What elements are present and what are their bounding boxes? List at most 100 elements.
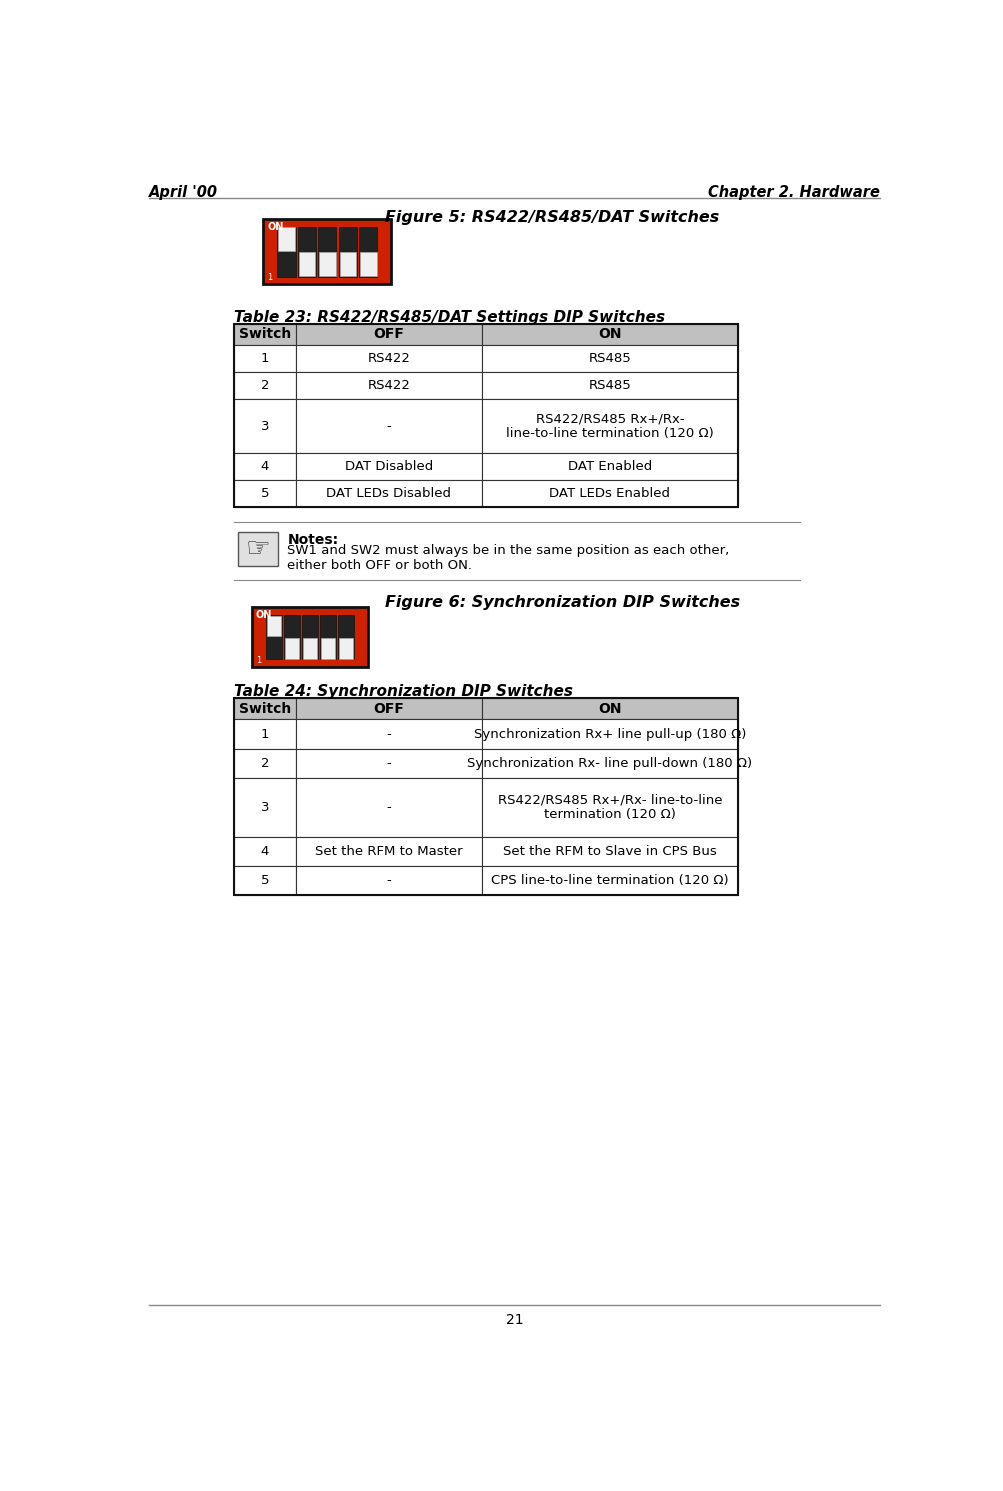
Bar (296, 480, 481, 507)
Bar (302, 614, 318, 659)
Text: Notes:: Notes: (287, 534, 338, 547)
Bar (481, 346, 737, 373)
Bar (338, 614, 354, 659)
Bar (234, 866, 296, 895)
Text: DAT Enabled: DAT Enabled (567, 461, 651, 473)
Bar (360, 252, 376, 276)
Bar (234, 373, 296, 400)
Text: Set the RFM to Master: Set the RFM to Master (315, 844, 462, 857)
Text: Chapter 2. Hardware: Chapter 2. Hardware (708, 185, 880, 200)
Bar (338, 227, 356, 277)
Bar (296, 836, 481, 866)
Bar (234, 346, 296, 373)
Text: ON: ON (267, 222, 284, 233)
Text: Synchronization Rx+ line pull-up (180 Ω): Synchronization Rx+ line pull-up (180 Ω) (473, 728, 745, 741)
Text: 5: 5 (261, 488, 269, 499)
Text: ☞: ☞ (246, 535, 270, 564)
Bar (234, 324, 737, 507)
Bar (296, 778, 481, 836)
Text: RS485: RS485 (588, 352, 631, 365)
Bar (319, 252, 335, 276)
Text: -: - (386, 419, 391, 432)
Text: RS422/RS485 Rx+/Rx-
line-to-line termination (120 Ω): RS422/RS485 Rx+/Rx- line-to-line termina… (506, 412, 713, 440)
Text: -: - (386, 728, 391, 741)
Text: DAT Disabled: DAT Disabled (345, 461, 432, 473)
Bar (252, 607, 368, 666)
Bar (481, 836, 737, 866)
Text: Table 24: Synchronization DIP Switches: Table 24: Synchronization DIP Switches (234, 684, 573, 699)
Bar (266, 616, 281, 637)
Bar (234, 480, 296, 507)
Text: DAT LEDs Disabled: DAT LEDs Disabled (326, 488, 451, 499)
Text: Synchronization Rx- line pull-down (180 Ω): Synchronization Rx- line pull-down (180 … (466, 757, 751, 769)
Text: Figure 6: Synchronization DIP Switches: Figure 6: Synchronization DIP Switches (385, 595, 739, 610)
Text: CPS line-to-line termination (120 Ω): CPS line-to-line termination (120 Ω) (490, 874, 728, 887)
Text: 2: 2 (261, 379, 269, 392)
Bar (481, 778, 737, 836)
Bar (296, 453, 481, 480)
Text: 5: 5 (261, 874, 269, 887)
Bar (234, 324, 296, 346)
Text: -: - (386, 757, 391, 769)
Bar (296, 373, 481, 400)
Bar (234, 836, 296, 866)
Bar (234, 720, 296, 748)
Text: 3: 3 (261, 801, 269, 814)
Bar (285, 638, 299, 659)
Bar (238, 532, 278, 567)
Bar (234, 400, 296, 453)
Text: OFF: OFF (373, 328, 404, 341)
Text: 2: 2 (261, 757, 269, 769)
Text: 1: 1 (261, 352, 269, 365)
Text: DAT LEDs Enabled: DAT LEDs Enabled (549, 488, 670, 499)
Bar (263, 219, 391, 285)
Bar (296, 346, 481, 373)
Bar (296, 698, 481, 720)
Bar (321, 638, 335, 659)
Bar (234, 453, 296, 480)
Text: -: - (386, 801, 391, 814)
Bar (234, 698, 737, 895)
Text: RS422/RS485 Rx+/Rx- line-to-line
termination (120 Ω): RS422/RS485 Rx+/Rx- line-to-line termina… (497, 793, 721, 822)
Bar (481, 373, 737, 400)
Bar (318, 227, 336, 277)
Text: 4: 4 (261, 844, 269, 857)
Bar (481, 720, 737, 748)
Text: OFF: OFF (373, 702, 404, 716)
Text: Switch: Switch (239, 702, 291, 716)
Bar (481, 866, 737, 895)
Bar (296, 720, 481, 748)
Bar (481, 324, 737, 346)
Text: 21: 21 (506, 1314, 523, 1327)
Text: RS422: RS422 (367, 379, 410, 392)
Bar (234, 748, 296, 778)
Text: 4: 4 (261, 461, 269, 473)
Text: 3: 3 (261, 419, 269, 432)
Text: Table 23: RS422/RS485/DAT Settings DIP Switches: Table 23: RS422/RS485/DAT Settings DIP S… (234, 310, 664, 325)
Text: ON: ON (598, 328, 621, 341)
Bar (481, 698, 737, 720)
Bar (278, 228, 295, 250)
Text: Switch: Switch (239, 328, 291, 341)
Text: April '00: April '00 (148, 185, 218, 200)
Bar (339, 638, 353, 659)
Bar (481, 480, 737, 507)
Text: 1: 1 (267, 273, 272, 282)
Text: ON: ON (256, 610, 272, 620)
Bar (296, 400, 481, 453)
Text: -: - (386, 874, 391, 887)
Text: 1: 1 (256, 656, 261, 665)
Text: RS485: RS485 (588, 379, 631, 392)
Text: SW1 and SW2 must always be in the same position as each other,
either both OFF o: SW1 and SW2 must always be in the same p… (287, 544, 729, 573)
Bar (303, 638, 317, 659)
Text: RS422: RS422 (367, 352, 410, 365)
Bar (296, 748, 481, 778)
Bar (298, 227, 316, 277)
Bar (277, 227, 295, 277)
Bar (320, 614, 336, 659)
Bar (339, 252, 356, 276)
Bar (298, 252, 315, 276)
Bar (296, 866, 481, 895)
Bar (234, 778, 296, 836)
Bar (481, 400, 737, 453)
